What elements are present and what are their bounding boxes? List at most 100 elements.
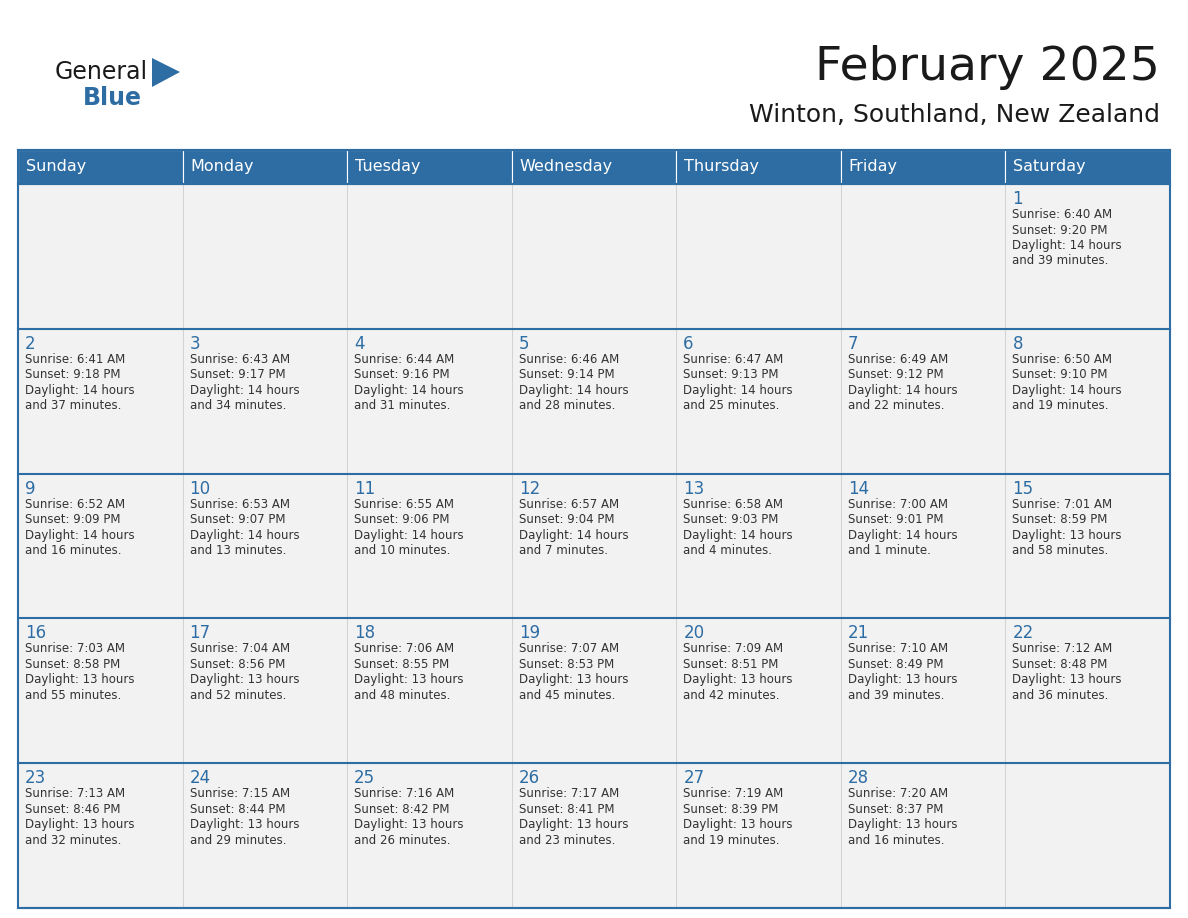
Text: and 48 minutes.: and 48 minutes. — [354, 688, 450, 702]
Text: and 4 minutes.: and 4 minutes. — [683, 544, 772, 557]
Text: Daylight: 13 hours: Daylight: 13 hours — [25, 818, 134, 831]
Bar — [18, 763, 183, 908]
Text: Sunset: 9:12 PM: Sunset: 9:12 PM — [848, 368, 943, 381]
Text: Sunset: 8:46 PM: Sunset: 8:46 PM — [25, 802, 120, 816]
Text: Sunset: 9:16 PM: Sunset: 9:16 PM — [354, 368, 450, 381]
Bar — [841, 474, 1005, 619]
Text: Daylight: 13 hours: Daylight: 13 hours — [848, 674, 958, 687]
Text: Sunrise: 6:57 AM: Sunrise: 6:57 AM — [519, 498, 619, 510]
Text: 6: 6 — [683, 335, 694, 353]
Text: Daylight: 13 hours: Daylight: 13 hours — [190, 818, 299, 831]
Text: and 10 minutes.: and 10 minutes. — [354, 544, 450, 557]
Text: Sunrise: 6:43 AM: Sunrise: 6:43 AM — [190, 353, 290, 365]
Text: 3: 3 — [190, 335, 201, 353]
Text: Sunset: 8:49 PM: Sunset: 8:49 PM — [848, 658, 943, 671]
Text: Sunrise: 6:41 AM: Sunrise: 6:41 AM — [25, 353, 125, 365]
Bar — [1005, 619, 1170, 763]
Bar — [1005, 329, 1170, 474]
Text: Sunset: 9:20 PM: Sunset: 9:20 PM — [1012, 223, 1108, 237]
Text: Sunrise: 6:53 AM: Sunrise: 6:53 AM — [190, 498, 290, 510]
Bar — [18, 184, 183, 329]
Text: Daylight: 14 hours: Daylight: 14 hours — [848, 529, 958, 542]
Text: 2: 2 — [25, 335, 36, 353]
Text: Sunset: 9:01 PM: Sunset: 9:01 PM — [848, 513, 943, 526]
Text: Sunrise: 7:15 AM: Sunrise: 7:15 AM — [190, 788, 290, 800]
Text: Sunset: 9:04 PM: Sunset: 9:04 PM — [519, 513, 614, 526]
Text: Sunrise: 7:01 AM: Sunrise: 7:01 AM — [1012, 498, 1112, 510]
Text: Saturday: Saturday — [1013, 160, 1086, 174]
Text: 17: 17 — [190, 624, 210, 643]
Text: 4: 4 — [354, 335, 365, 353]
Text: Sunrise: 7:16 AM: Sunrise: 7:16 AM — [354, 788, 454, 800]
Text: Sunrise: 7:20 AM: Sunrise: 7:20 AM — [848, 788, 948, 800]
Text: Sunset: 8:48 PM: Sunset: 8:48 PM — [1012, 658, 1107, 671]
Text: Daylight: 13 hours: Daylight: 13 hours — [1012, 529, 1121, 542]
Text: Daylight: 14 hours: Daylight: 14 hours — [354, 529, 463, 542]
Text: Sunrise: 7:19 AM: Sunrise: 7:19 AM — [683, 788, 784, 800]
Text: 8: 8 — [1012, 335, 1023, 353]
Text: Sunset: 8:53 PM: Sunset: 8:53 PM — [519, 658, 614, 671]
Text: Sunrise: 6:52 AM: Sunrise: 6:52 AM — [25, 498, 125, 510]
Text: 24: 24 — [190, 769, 210, 788]
Text: and 23 minutes.: and 23 minutes. — [519, 834, 615, 846]
Text: Sunset: 9:17 PM: Sunset: 9:17 PM — [190, 368, 285, 381]
Text: Daylight: 13 hours: Daylight: 13 hours — [519, 818, 628, 831]
Text: Daylight: 13 hours: Daylight: 13 hours — [25, 674, 134, 687]
Bar — [18, 329, 183, 474]
Text: Daylight: 13 hours: Daylight: 13 hours — [354, 818, 463, 831]
Bar — [512, 474, 676, 619]
Text: Daylight: 14 hours: Daylight: 14 hours — [25, 384, 134, 397]
Text: Daylight: 14 hours: Daylight: 14 hours — [519, 384, 628, 397]
Text: 15: 15 — [1012, 479, 1034, 498]
Text: Sunrise: 6:47 AM: Sunrise: 6:47 AM — [683, 353, 784, 365]
Bar — [676, 150, 841, 184]
Text: Daylight: 14 hours: Daylight: 14 hours — [519, 529, 628, 542]
Text: 14: 14 — [848, 479, 868, 498]
Text: Daylight: 13 hours: Daylight: 13 hours — [1012, 674, 1121, 687]
Text: Sunrise: 7:04 AM: Sunrise: 7:04 AM — [190, 643, 290, 655]
Text: 21: 21 — [848, 624, 870, 643]
Text: Sunrise: 7:10 AM: Sunrise: 7:10 AM — [848, 643, 948, 655]
Bar — [1005, 763, 1170, 908]
Text: 27: 27 — [683, 769, 704, 788]
Text: Daylight: 13 hours: Daylight: 13 hours — [190, 674, 299, 687]
Text: Daylight: 14 hours: Daylight: 14 hours — [190, 384, 299, 397]
Text: Sunset: 9:18 PM: Sunset: 9:18 PM — [25, 368, 120, 381]
Bar — [183, 184, 347, 329]
Text: Sunset: 8:42 PM: Sunset: 8:42 PM — [354, 802, 449, 816]
Text: Sunset: 9:06 PM: Sunset: 9:06 PM — [354, 513, 449, 526]
Bar — [347, 184, 512, 329]
Text: Thursday: Thursday — [684, 160, 759, 174]
Text: 16: 16 — [25, 624, 46, 643]
Text: and 25 minutes.: and 25 minutes. — [683, 399, 779, 412]
Text: Tuesday: Tuesday — [355, 160, 421, 174]
Text: Monday: Monday — [190, 160, 254, 174]
Text: 19: 19 — [519, 624, 539, 643]
Text: Sunset: 8:56 PM: Sunset: 8:56 PM — [190, 658, 285, 671]
Text: Sunset: 8:44 PM: Sunset: 8:44 PM — [190, 802, 285, 816]
Bar — [676, 329, 841, 474]
Text: Daylight: 14 hours: Daylight: 14 hours — [190, 529, 299, 542]
Bar — [347, 763, 512, 908]
Bar — [18, 474, 183, 619]
Text: Daylight: 14 hours: Daylight: 14 hours — [354, 384, 463, 397]
Text: 23: 23 — [25, 769, 46, 788]
Text: and 16 minutes.: and 16 minutes. — [25, 544, 121, 557]
Bar — [18, 150, 183, 184]
Text: 10: 10 — [190, 479, 210, 498]
Bar — [18, 150, 1170, 908]
Text: and 7 minutes.: and 7 minutes. — [519, 544, 608, 557]
Bar — [183, 619, 347, 763]
Bar — [841, 763, 1005, 908]
Text: and 42 minutes.: and 42 minutes. — [683, 688, 779, 702]
Text: Daylight: 13 hours: Daylight: 13 hours — [683, 674, 792, 687]
Text: and 55 minutes.: and 55 minutes. — [25, 688, 121, 702]
Bar — [347, 474, 512, 619]
Bar — [183, 474, 347, 619]
Text: and 1 minute.: and 1 minute. — [848, 544, 930, 557]
Bar — [676, 474, 841, 619]
Text: Sunrise: 6:50 AM: Sunrise: 6:50 AM — [1012, 353, 1112, 365]
Text: and 13 minutes.: and 13 minutes. — [190, 544, 286, 557]
Text: and 31 minutes.: and 31 minutes. — [354, 399, 450, 412]
Text: Daylight: 14 hours: Daylight: 14 hours — [683, 384, 792, 397]
